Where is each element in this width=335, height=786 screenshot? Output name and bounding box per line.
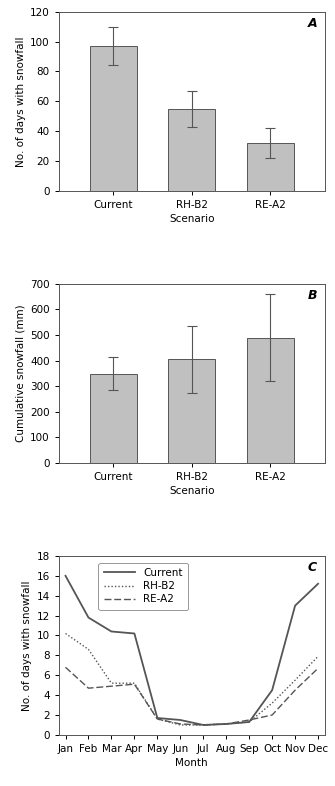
RH-B2 <box>201 720 205 729</box>
Legend: Current, RH-B2, RE-A2: Current, RH-B2, RE-A2 <box>98 563 188 610</box>
Current <box>224 719 228 729</box>
Current <box>155 713 159 722</box>
RE-A2 <box>293 685 297 695</box>
RH-B2 <box>224 719 228 729</box>
Y-axis label: Cumulative snowfall (mm): Cumulative snowfall (mm) <box>16 304 26 443</box>
RH-B2 <box>132 678 136 688</box>
RE-A2 <box>224 719 228 729</box>
RE-A2 <box>132 679 136 689</box>
Current <box>201 720 205 729</box>
Current <box>110 626 114 636</box>
Text: A: A <box>307 17 317 30</box>
X-axis label: Scenario: Scenario <box>169 486 214 496</box>
Current <box>316 579 320 589</box>
RE-A2 <box>270 711 274 720</box>
Bar <box>168 359 215 463</box>
RH-B2 <box>155 714 159 724</box>
Bar <box>247 143 293 191</box>
RE-A2 <box>316 663 320 673</box>
RH-B2 <box>110 678 114 688</box>
RE-A2 <box>155 714 159 724</box>
Current <box>270 685 274 695</box>
Current <box>64 571 68 581</box>
Current <box>247 718 251 727</box>
RE-A2 <box>247 715 251 725</box>
RH-B2 <box>316 652 320 661</box>
Current <box>132 629 136 638</box>
Line: RH-B2: RH-B2 <box>66 634 318 725</box>
Bar <box>247 337 293 463</box>
X-axis label: Month: Month <box>176 758 208 768</box>
Current <box>86 613 90 623</box>
Y-axis label: No. of days with snowfall: No. of days with snowfall <box>22 580 32 711</box>
Bar <box>90 46 137 191</box>
Text: C: C <box>308 561 317 575</box>
RH-B2 <box>293 675 297 685</box>
Line: Current: Current <box>66 576 318 725</box>
Text: B: B <box>308 289 317 303</box>
RE-A2 <box>64 663 68 672</box>
Y-axis label: No. of days with snowfall: No. of days with snowfall <box>16 36 26 167</box>
Current <box>178 715 182 725</box>
RE-A2 <box>86 684 90 693</box>
RH-B2 <box>178 720 182 729</box>
RH-B2 <box>64 629 68 638</box>
RE-A2 <box>178 719 182 729</box>
RH-B2 <box>247 718 251 727</box>
RH-B2 <box>86 645 90 654</box>
Bar <box>90 374 137 463</box>
Line: RE-A2: RE-A2 <box>66 667 318 725</box>
RE-A2 <box>110 681 114 691</box>
Current <box>293 601 297 611</box>
RH-B2 <box>270 699 274 708</box>
RE-A2 <box>201 720 205 729</box>
Bar <box>168 108 215 191</box>
X-axis label: Scenario: Scenario <box>169 214 214 224</box>
